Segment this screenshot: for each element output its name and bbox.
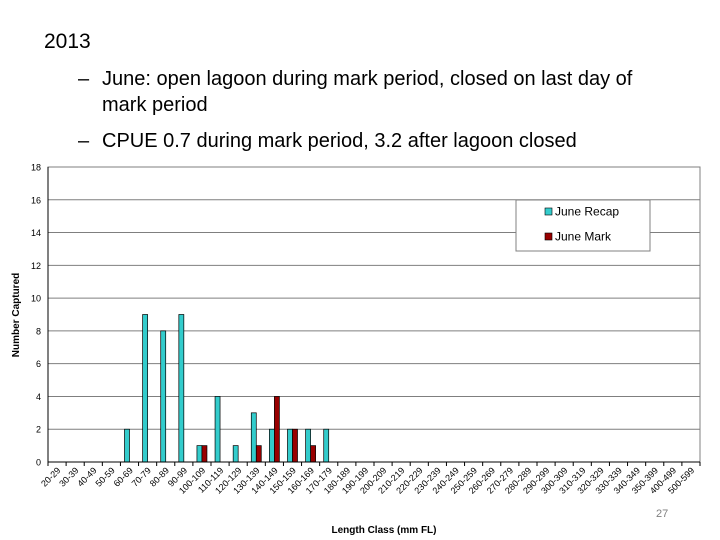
y-tick-label: 2 <box>36 425 41 435</box>
y-tick-label: 4 <box>36 392 41 402</box>
legend-label-june-mark: June Mark <box>555 230 612 244</box>
bar-june-recap <box>178 314 185 463</box>
legend-label-june-recap: June Recap <box>555 205 619 219</box>
bar-june-mark <box>255 445 262 463</box>
bar-june-recap <box>269 428 275 463</box>
x-axis-title: Length Class (mm FL) <box>331 525 436 536</box>
x-tick-label: 40-49 <box>75 465 98 488</box>
bullet-1-line-1: June: open lagoon during mark period, cl… <box>102 68 633 90</box>
bar-june-recap <box>214 396 221 463</box>
legend-swatch-june-recap <box>544 207 553 216</box>
bar-june-recap <box>287 428 293 463</box>
x-axis-ticks: 20-2930-3940-4950-5960-6970-7980-8990-99… <box>39 462 701 496</box>
y-axis-title: Number Captured <box>11 273 22 357</box>
y-axis-ticks: 0 2 4 6 8 10 12 14 16 18 <box>31 163 41 468</box>
bar-june-recap <box>160 330 167 463</box>
bar-june-mark <box>292 428 298 463</box>
length-frequency-chart: 0 2 4 6 8 10 12 14 16 18 20-2930-3940-4950-5960-6… <box>11 163 701 536</box>
y-tick-label: 10 <box>31 294 41 304</box>
bar-june-recap <box>124 428 130 463</box>
bullet-2-line-1: CPUE 0.7 during mark period, 3.2 after l… <box>102 130 577 152</box>
bullet-dash: – <box>78 68 90 90</box>
x-tick-label: 60-69 <box>112 465 135 488</box>
slide-number: 27 <box>656 508 669 520</box>
y-tick-label: 0 <box>36 458 41 468</box>
x-tick-label: 30-39 <box>57 465 80 488</box>
bar-june-recap <box>196 445 203 463</box>
x-tick-label: 50-59 <box>93 465 116 488</box>
legend-box <box>515 199 651 252</box>
bullet-dash: – <box>78 130 90 152</box>
x-tick-label: 70-79 <box>130 465 153 488</box>
legend-swatch-june-mark <box>544 232 553 241</box>
y-tick-label: 12 <box>31 261 41 271</box>
bar-june-mark <box>201 445 208 463</box>
bullet-1-line-2: mark period <box>102 94 208 116</box>
legend: June Recap June Mark <box>515 199 651 252</box>
y-tick-label: 18 <box>31 163 41 173</box>
bar-june-recap <box>305 428 311 463</box>
y-tick-label: 8 <box>36 326 41 336</box>
y-tick-label: 14 <box>31 228 41 238</box>
x-tick-label: 80-89 <box>148 465 171 488</box>
bar-june-recap <box>142 314 148 463</box>
slide-heading: 2013 <box>44 30 91 53</box>
bar-june-recap <box>232 445 239 463</box>
bar-june-mark <box>310 445 316 463</box>
bar-june-recap <box>250 412 257 463</box>
y-tick-label: 6 <box>36 359 41 369</box>
y-tick-label: 16 <box>31 195 41 205</box>
bar-june-mark <box>274 396 280 463</box>
x-tick-label: 20-29 <box>39 465 62 488</box>
grid-lines <box>48 166 700 430</box>
bar-june-recap <box>323 428 330 463</box>
